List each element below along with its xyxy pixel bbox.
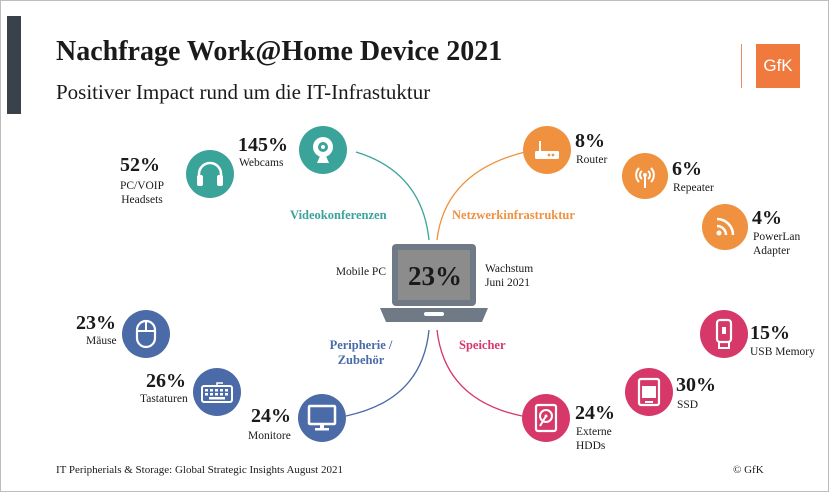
center-label-note-1: Wachstum [485, 263, 534, 275]
hdd-label-line1: Externe [576, 426, 612, 438]
router-icon [523, 126, 571, 174]
arc-network [436, 151, 526, 241]
usb-label: USB Memory [750, 346, 815, 358]
hdd-label-line2: HDDs [576, 440, 606, 452]
powerlan-label-line2: Adapter [753, 245, 791, 257]
usb-growth: 15% [750, 322, 790, 344]
arc-video [355, 151, 430, 241]
mouse-label: Mäuse [86, 335, 117, 347]
webcam-icon [299, 126, 347, 174]
headset-icon [186, 150, 234, 198]
category-netzwerk: Netzwerkinfrastruktur [452, 208, 575, 222]
page-title: Nachfrage Work@Home Device 2021 [56, 36, 503, 67]
keyboard-icon [193, 368, 241, 416]
center-label-device: Mobile PC [335, 266, 386, 278]
monitor-label: Monitore [248, 430, 291, 442]
category-peripherie: Peripherie / Zubehör [326, 338, 396, 368]
ssd-icon [625, 368, 673, 416]
repeater-label: Repeater [673, 182, 714, 194]
category-peripherie-line2: Zubehör [337, 353, 385, 367]
gfk-logo: GfK [756, 44, 800, 88]
category-speicher: Speicher [459, 338, 506, 352]
copyright: © GfK [733, 464, 764, 476]
mouse-growth: 23% [76, 312, 116, 334]
router-growth: 8% [575, 130, 605, 152]
powerlan-label-line1: PowerLan [753, 231, 801, 243]
category-peripherie-line1: Peripherie / [329, 338, 393, 352]
usb-icon [700, 310, 748, 358]
category-videokonferenzen: Videokonferenzen [290, 208, 387, 222]
center-growth-value: 23% [408, 260, 462, 291]
headsets-growth: 52% [120, 154, 160, 176]
logo-divider [741, 44, 742, 88]
headsets-label-line1: PC/VOIP [119, 180, 165, 192]
ssd-label: SSD [677, 399, 699, 411]
webcams-growth: 145% [238, 134, 288, 156]
powerlan-label: PowerLan Adapter [753, 230, 800, 258]
powerlan-growth: 4% [752, 207, 782, 229]
arc-storage [436, 329, 523, 417]
powerlan-icon [702, 204, 748, 250]
page-subtitle: Positiver Impact rund um die IT-Infrastu… [56, 80, 431, 104]
monitor-growth: 24% [251, 405, 291, 427]
headsets-label-line2: Headsets [121, 194, 163, 206]
monitor-icon [298, 394, 346, 442]
mouse-icon [122, 310, 170, 358]
keyboard-label: Tastaturen [140, 393, 188, 405]
source-note: IT Peripherials & Storage: Global Strate… [56, 464, 343, 476]
hdd-label: Externe HDDs [576, 425, 612, 453]
ssd-growth: 30% [676, 374, 716, 396]
arc-periph [345, 329, 430, 417]
laptop-icon [380, 244, 488, 322]
repeater-growth: 6% [672, 158, 702, 180]
repeater-icon [622, 153, 668, 199]
accent-bar [7, 16, 21, 114]
headsets-label: PC/VOIP Headsets [110, 179, 174, 207]
webcams-label: Webcams [239, 157, 284, 169]
keyboard-growth: 26% [146, 370, 186, 392]
hdd-icon [522, 394, 570, 442]
router-label: Router [576, 154, 608, 166]
center-label-note-2: Juni 2021 [485, 277, 531, 289]
hdd-growth: 24% [575, 402, 615, 424]
